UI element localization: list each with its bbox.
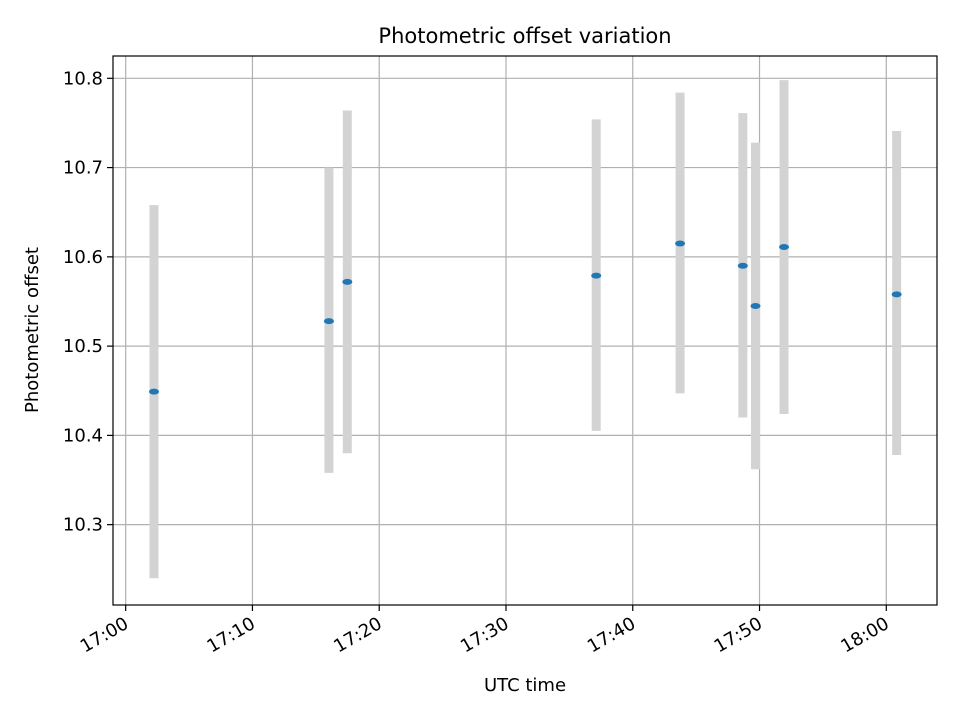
data-point	[148, 388, 159, 395]
plot-frame	[112, 55, 938, 606]
y-tick-label: 10.3	[63, 515, 103, 536]
data-point	[779, 244, 790, 251]
x-axis-label: UTC time	[484, 675, 566, 696]
data-points	[148, 240, 902, 395]
y-tick-label: 10.5	[63, 336, 103, 357]
data-point	[737, 262, 748, 269]
y-tick-label: 10.6	[63, 247, 103, 268]
data-point	[891, 291, 902, 298]
data-point	[591, 272, 602, 279]
y-tick-label: 10.7	[63, 158, 103, 179]
y-tick-label: 10.4	[63, 425, 103, 446]
data-point	[750, 302, 761, 309]
y-tick-label: 10.8	[63, 68, 103, 89]
data-point	[342, 278, 353, 285]
data-point	[675, 240, 686, 247]
chart-title: Photometric offset variation	[378, 24, 671, 48]
y-axis-label: Photometric offset	[22, 247, 43, 413]
y-axis-ticks: 10.3 10.4 10.5 10.6 10.7 10.8	[63, 68, 113, 536]
data-point	[323, 318, 334, 325]
